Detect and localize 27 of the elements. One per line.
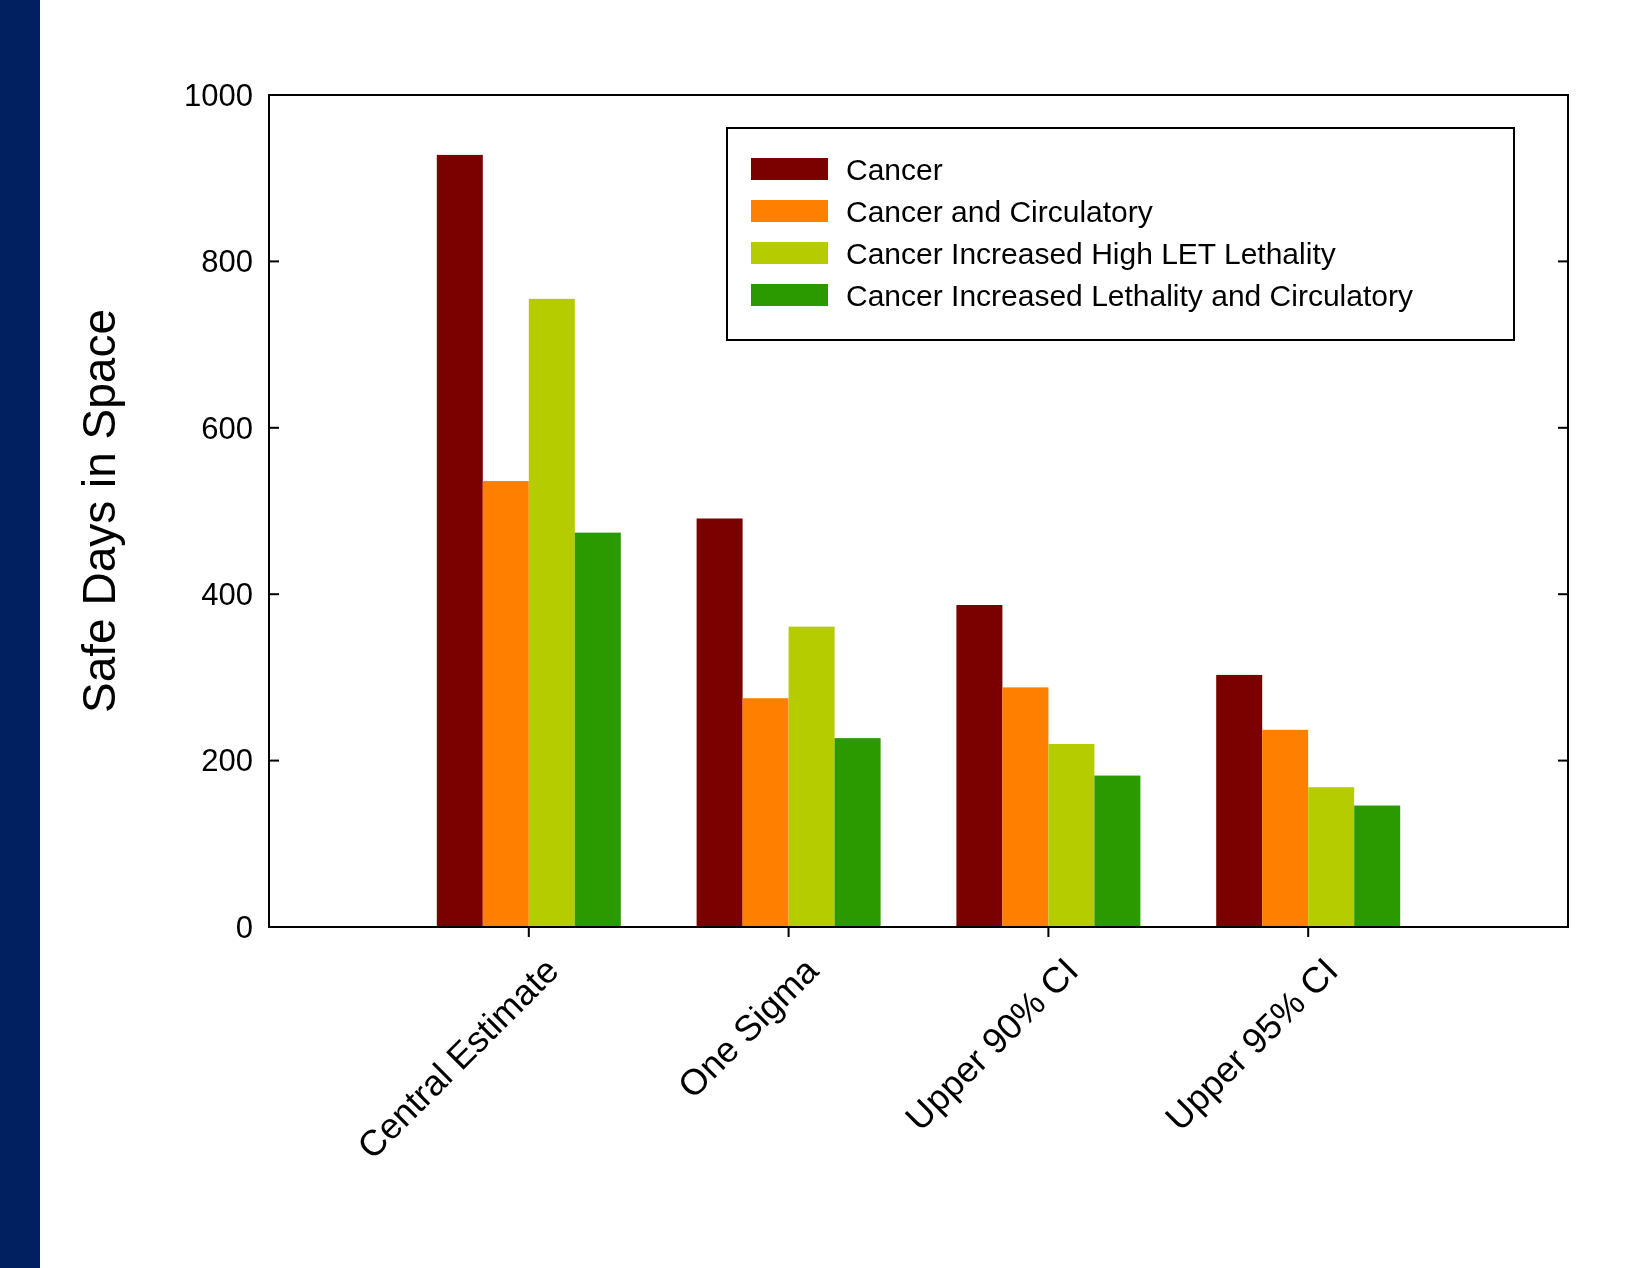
bar	[1216, 674, 1263, 927]
y-tick-label: 1000	[184, 77, 253, 113]
bar	[788, 626, 835, 927]
bar	[1354, 805, 1401, 927]
y-tick-label: 800	[201, 244, 253, 280]
bar	[956, 605, 1003, 927]
bar	[528, 298, 575, 927]
legend-label: Cancer and Circulatory	[846, 194, 1153, 228]
y-tick-label: 200	[201, 743, 253, 779]
bar	[1002, 687, 1049, 927]
bar	[742, 698, 789, 927]
bar	[696, 518, 743, 927]
bar	[1308, 787, 1355, 927]
legend-label: Cancer Increased High LET Lethality	[846, 236, 1336, 270]
y-axis-title: Safe Days in Space	[73, 308, 125, 714]
bar	[482, 481, 529, 927]
bar	[1048, 743, 1095, 927]
y-tick-label: 400	[201, 577, 253, 613]
legend-label: Cancer Increased Lethality and Circulatory	[846, 278, 1413, 312]
bar	[574, 532, 621, 927]
bar	[436, 154, 483, 927]
y-tick-label: 0	[235, 909, 253, 945]
legend-label: Cancer	[846, 152, 943, 186]
y-tick-label: 600	[201, 410, 253, 446]
bar	[1094, 775, 1141, 927]
bar	[1262, 729, 1309, 927]
bar	[834, 738, 881, 927]
